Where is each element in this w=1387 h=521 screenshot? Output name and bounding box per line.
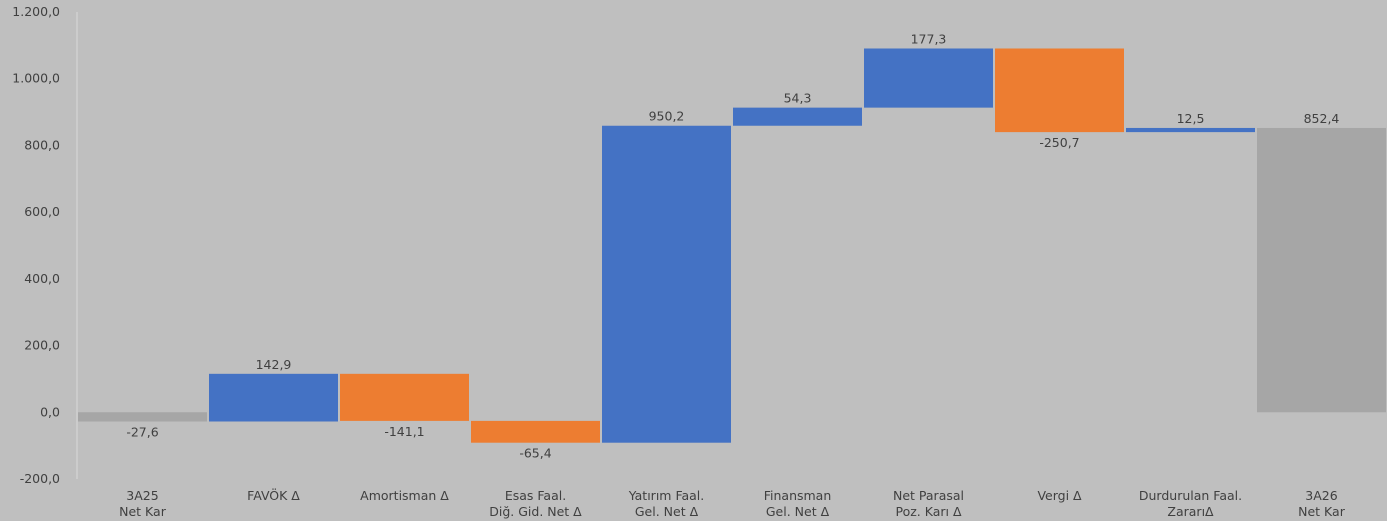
y-tick-label: 200,0 bbox=[24, 338, 60, 353]
bar bbox=[733, 107, 862, 126]
y-tick-label: 0,0 bbox=[40, 404, 60, 419]
x-tick-label: ZararıΔ bbox=[1167, 504, 1214, 519]
bar bbox=[995, 48, 1124, 133]
x-tick-label: 3A25 bbox=[126, 488, 158, 503]
bar bbox=[1126, 127, 1255, 133]
bar bbox=[209, 373, 338, 422]
data-label: -250,7 bbox=[1039, 135, 1079, 150]
data-label: -141,1 bbox=[384, 424, 424, 439]
y-tick-label: 1.200,0 bbox=[12, 4, 60, 19]
y-tick-label: 400,0 bbox=[24, 271, 60, 286]
x-tick-label: Esas Faal. bbox=[505, 488, 566, 503]
data-label: 950,2 bbox=[649, 109, 685, 124]
data-label: 177,3 bbox=[911, 31, 947, 46]
y-tick-label: 800,0 bbox=[24, 137, 60, 152]
x-tick-label: Poz. Karı Δ bbox=[895, 504, 961, 519]
y-tick-label: -200,0 bbox=[20, 471, 60, 486]
bar bbox=[864, 48, 993, 108]
x-tick-label: Durdurulan Faal. bbox=[1139, 488, 1242, 503]
bar bbox=[471, 420, 600, 443]
x-tick-label: 3A26 bbox=[1305, 488, 1337, 503]
data-label: 12,5 bbox=[1177, 111, 1205, 126]
x-tick-label: Vergi Δ bbox=[1037, 488, 1082, 503]
x-tick-label: FAVÖK Δ bbox=[247, 487, 300, 503]
x-tick-label: Gel. Net Δ bbox=[766, 504, 830, 519]
bar bbox=[78, 412, 207, 422]
x-tick-label: Net Kar bbox=[1298, 504, 1346, 519]
data-label: 142,9 bbox=[256, 357, 292, 372]
x-tick-label: Gel. Net Δ bbox=[635, 504, 699, 519]
y-axis: -200,0 0,0 200,0 400,0 600,0 800,0 1.000,0 1.20… bbox=[12, 4, 78, 486]
bar bbox=[340, 373, 469, 421]
data-label: -27,6 bbox=[126, 424, 158, 439]
x-tick-label: Diğ. Gid. Net Δ bbox=[489, 504, 582, 519]
x-tick-label: Net Parasal bbox=[893, 488, 964, 503]
y-tick-label: 1.000,0 bbox=[12, 71, 60, 86]
bar bbox=[602, 125, 731, 443]
bar bbox=[1257, 127, 1386, 413]
data-label: 54,3 bbox=[784, 91, 812, 106]
x-tick-label: Net Kar bbox=[119, 504, 167, 519]
x-tick-label: Finansman bbox=[764, 488, 832, 503]
x-tick-label: Amortisman Δ bbox=[360, 488, 449, 503]
data-label: -65,4 bbox=[519, 446, 551, 461]
y-tick-label: 600,0 bbox=[24, 204, 60, 219]
x-tick-label: Yatırım Faal. bbox=[628, 488, 705, 503]
data-labels: -27,6 142,9 -141,1 -65,4 950,2 54,3 177,3 -250,… bbox=[126, 31, 1339, 460]
data-label: 852,4 bbox=[1304, 111, 1340, 126]
bars bbox=[78, 48, 1386, 443]
